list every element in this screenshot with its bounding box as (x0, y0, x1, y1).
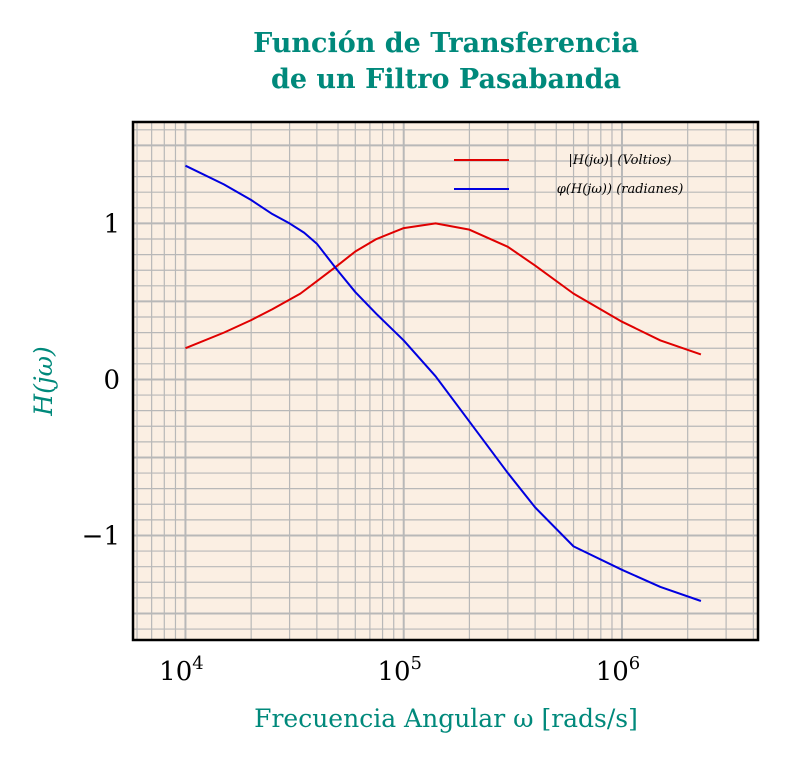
chart-title-line-1: Función de Transferencia (253, 28, 639, 59)
chart-title-line-2: de un Filtro Pasabanda (271, 64, 621, 95)
tick-labels: 104 105 106 1 0 −1 (82, 209, 641, 687)
y-axis-label: H(jω) (29, 346, 58, 416)
y-tick-label: 1 (103, 209, 120, 239)
legend: |H(jω)| (Voltios) φ(H(jω)) (radianes) (454, 153, 683, 197)
series-line-1 (185, 164, 702, 602)
plot-frame (131, 120, 760, 642)
y-tick-label: −1 (82, 521, 120, 551)
legend-label-phase: φ(H(jω)) (radianes) (557, 182, 684, 197)
x-tick-label: 106 (596, 653, 641, 687)
plot-area (133, 122, 758, 640)
x-axis-label: Frecuencia Angular ω [rads/s] (254, 704, 638, 733)
x-tick-label: 104 (159, 653, 204, 687)
series-lines (185, 164, 702, 602)
legend-label-magnitude: |H(jω)| (Voltios) (568, 153, 671, 168)
grid (133, 122, 758, 640)
y-tick-label: 0 (103, 365, 120, 395)
series-line-0 (185, 222, 702, 356)
x-tick-label: 105 (377, 653, 422, 687)
